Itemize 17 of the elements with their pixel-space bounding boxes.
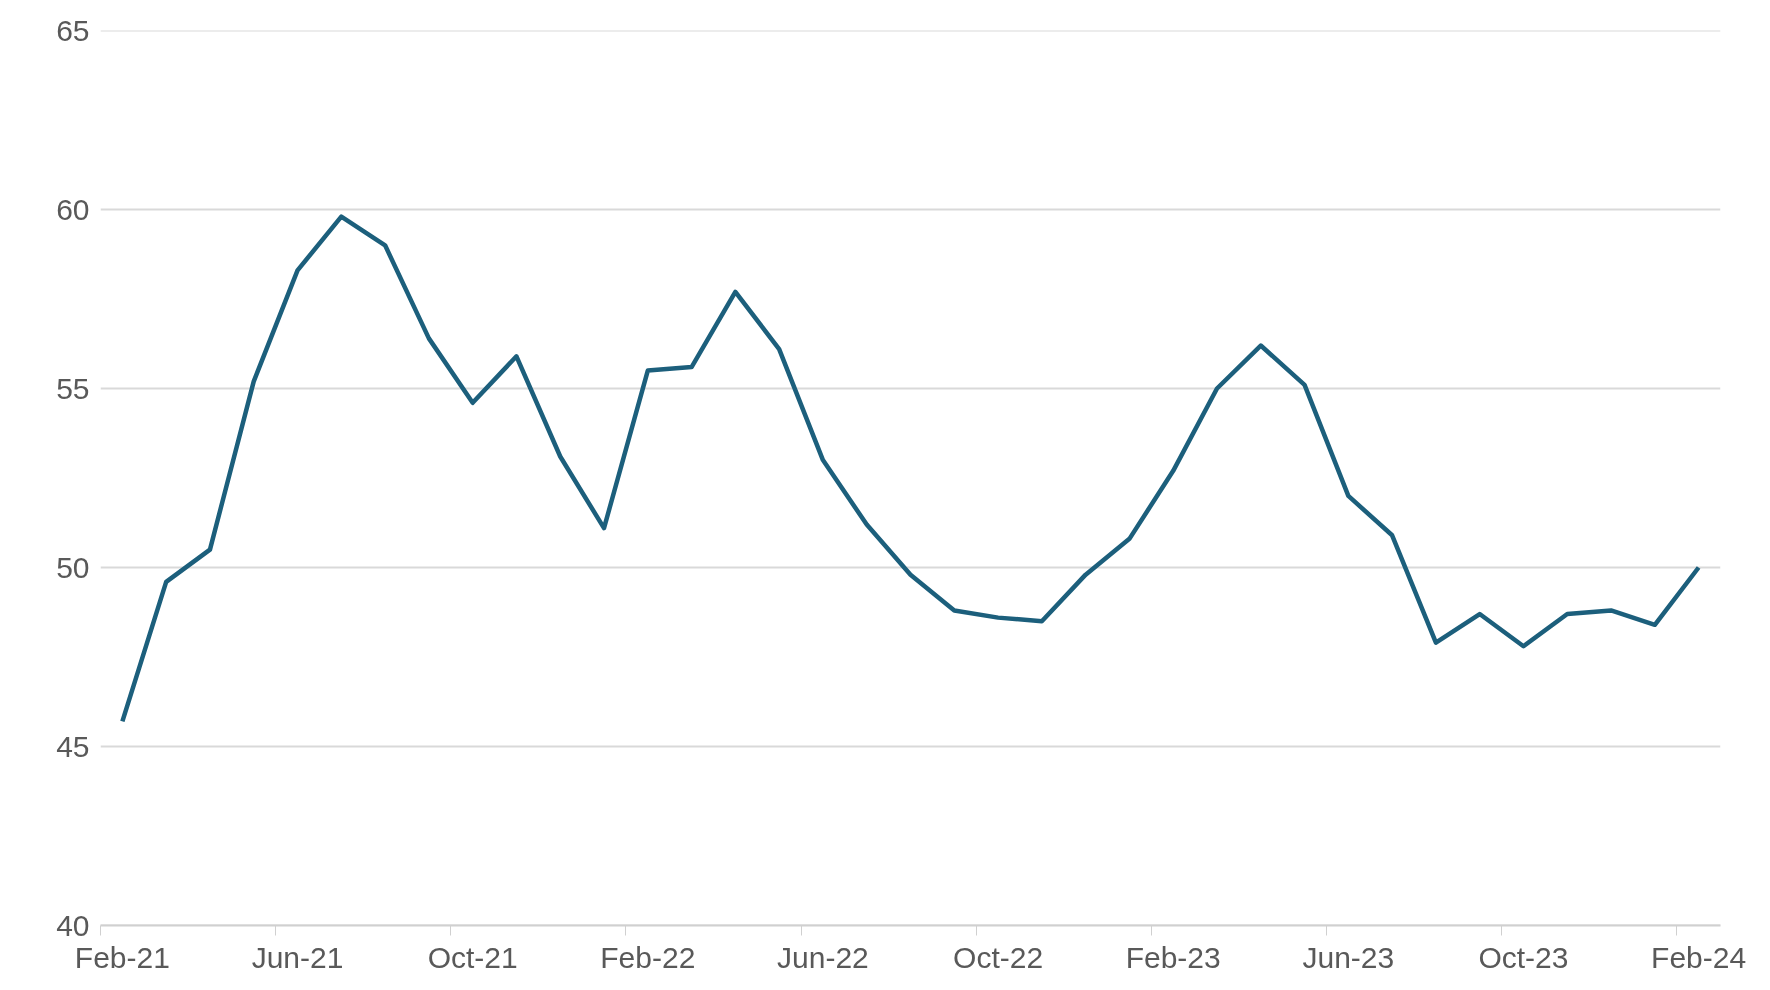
x-tick-label: Feb-24 bbox=[1651, 940, 1747, 974]
x-tick-label: Feb-21 bbox=[74, 940, 170, 974]
x-tick-label: Jun-22 bbox=[777, 940, 869, 974]
y-tick-label: 45 bbox=[56, 729, 90, 763]
x-tick-label: Jun-21 bbox=[251, 940, 344, 974]
x-tick-label: Oct-22 bbox=[953, 940, 1044, 974]
y-tick-label: 60 bbox=[56, 192, 90, 226]
y-tick-label: 40 bbox=[56, 908, 90, 942]
x-tick-label: Feb-23 bbox=[1125, 940, 1221, 974]
x-tick-label: Oct-21 bbox=[427, 940, 518, 974]
y-tick-label: 50 bbox=[56, 550, 90, 584]
x-tick-label: Oct-23 bbox=[1478, 940, 1569, 974]
y-tick-label: 55 bbox=[56, 371, 90, 405]
line-series bbox=[120, 214, 1701, 724]
x-tick-label: Feb-22 bbox=[600, 940, 696, 974]
x-tick-label: Jun-23 bbox=[1302, 940, 1395, 974]
y-tick-label: 65 bbox=[56, 13, 90, 47]
